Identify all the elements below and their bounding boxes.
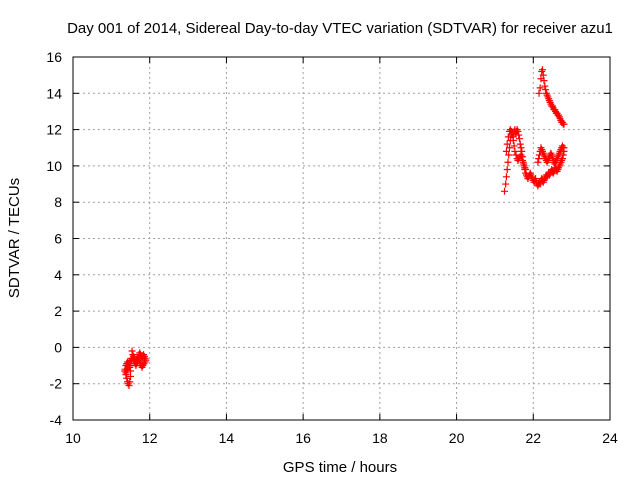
data-point-plus-marker [122,369,130,377]
x-tick-label: 18 [372,430,388,446]
data-point-plus-marker [504,133,512,141]
data-point-plus-marker [540,77,548,85]
data-point-plus-marker [514,127,522,135]
y-tick-label: 8 [54,194,62,210]
x-axis-label: GPS time / hours [283,459,397,476]
data-point-plus-marker [534,158,542,166]
data-point-plus-marker [539,71,547,79]
data-point-plus-marker [502,147,510,155]
y-tick-label: 16 [46,49,62,65]
data-point-plus-marker [535,151,543,159]
y-tick-label: 0 [54,339,62,355]
x-tick-label: 16 [295,430,311,446]
data-point-plus-marker [507,127,515,135]
x-tick-label: 12 [142,430,158,446]
data-point-plus-marker [537,144,545,152]
data-point-plus-marker [536,147,544,155]
y-tick-label: -2 [50,376,63,392]
data-point-plus-marker [515,131,523,139]
x-tick-label: 22 [525,430,541,446]
data-point-plus-marker [560,120,568,128]
x-tick-label: 10 [65,430,81,446]
data-point-plus-marker [520,160,528,168]
data-point-plus-marker [517,144,525,152]
chart-title: Day 001 of 2014, Sidereal Day-to-day VTE… [67,20,613,37]
y-tick-label: -4 [50,412,63,428]
data-point-plus-marker [125,382,133,390]
y-tick-label: 6 [54,231,62,247]
data-point-plus-marker [501,187,509,195]
data-point-plus-marker [532,175,540,183]
data-point-plus-marker [522,166,530,174]
data-point-plus-marker [502,180,510,188]
data-point-plus-marker [508,131,516,139]
data-point-plus-marker [510,142,518,150]
data-point-plus-marker [542,86,550,94]
data-point-plus-marker [502,173,510,181]
data-point-plus-marker [538,66,546,74]
data-point-plus-marker [506,144,514,152]
data-point-plus-marker [503,166,511,174]
data-point-plus-marker [536,84,544,92]
data-point-plus-marker [129,351,137,359]
y-tick-label: 4 [54,267,62,283]
data-point-plus-marker [509,136,517,144]
data-point-plus-marker [128,347,136,355]
y-tick-label: 12 [46,122,62,138]
data-point-plus-marker [127,354,135,362]
data-points [121,66,568,390]
y-tick-label: 2 [54,303,62,319]
data-point-plus-marker [123,360,131,368]
data-point-plus-marker [121,365,129,373]
data-point-plus-marker [504,158,512,166]
data-point-plus-marker [519,156,527,164]
data-point-plus-marker [541,82,549,90]
y-tick-label: 10 [46,158,62,174]
data-point-plus-marker [535,155,543,163]
data-point-plus-marker [503,140,511,148]
data-point-plus-marker [126,378,134,386]
data-point-plus-marker [516,140,524,148]
plot-frame [72,56,611,421]
data-point-plus-marker [515,135,523,143]
data-point-plus-marker [535,89,543,97]
data-point-plus-marker [511,147,519,155]
y-axis-label: SDTVAR / TECUs [6,178,23,298]
x-tick-label: 14 [219,430,235,446]
y-tick-label: 14 [46,85,62,101]
x-tick-label: 24 [602,430,618,446]
data-point-plus-marker [518,153,526,161]
data-point-plus-marker [123,374,131,382]
grid-lines [73,57,610,420]
x-tick-label: 20 [449,430,465,446]
data-point-plus-marker [505,151,513,159]
